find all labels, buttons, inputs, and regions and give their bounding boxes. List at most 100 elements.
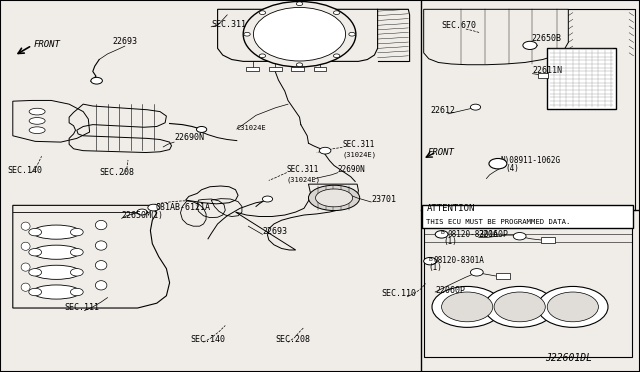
Circle shape	[319, 147, 331, 154]
Circle shape	[538, 286, 608, 327]
Text: 22060P: 22060P	[479, 230, 509, 239]
Bar	[541, 237, 555, 243]
Ellipse shape	[21, 242, 30, 250]
Text: 081AB-6121A: 081AB-6121A	[156, 203, 211, 212]
Ellipse shape	[29, 108, 45, 115]
Ellipse shape	[308, 185, 360, 211]
Text: 22690N: 22690N	[338, 165, 365, 174]
Bar	[547, 48, 616, 109]
Bar	[538, 73, 548, 78]
Text: B: B	[440, 231, 444, 235]
Circle shape	[29, 269, 42, 276]
Text: SEC.311: SEC.311	[342, 140, 375, 149]
Text: C31024E: C31024E	[237, 125, 266, 131]
Circle shape	[513, 232, 526, 240]
Text: J22601DL: J22601DL	[545, 353, 592, 363]
Circle shape	[489, 158, 507, 169]
Circle shape	[70, 248, 83, 256]
Ellipse shape	[21, 263, 30, 271]
Text: SEC.140: SEC.140	[8, 166, 43, 175]
Text: (1): (1)	[444, 237, 458, 246]
Ellipse shape	[95, 220, 107, 230]
Circle shape	[70, 269, 83, 276]
Text: 22693: 22693	[112, 37, 137, 46]
Circle shape	[432, 286, 502, 327]
Circle shape	[296, 63, 303, 67]
Circle shape	[259, 11, 266, 15]
Ellipse shape	[29, 127, 45, 134]
Text: 22690N: 22690N	[174, 133, 204, 142]
Text: 22612: 22612	[430, 106, 455, 115]
Circle shape	[244, 32, 250, 36]
Circle shape	[70, 228, 83, 236]
Bar	[496, 273, 510, 279]
Text: THIS ECU MUST BE PROGRAMMED DATA.: THIS ECU MUST BE PROGRAMMED DATA.	[426, 219, 570, 225]
Bar	[422, 205, 633, 228]
Circle shape	[29, 288, 42, 296]
Ellipse shape	[95, 260, 107, 270]
Circle shape	[333, 11, 340, 15]
Circle shape	[29, 248, 42, 256]
Text: SEC.311: SEC.311	[211, 20, 246, 29]
Text: 22060P: 22060P	[435, 286, 465, 295]
Text: SEC.140: SEC.140	[191, 335, 226, 344]
Bar	[314, 67, 326, 71]
Text: 22611N: 22611N	[532, 66, 563, 75]
Bar	[269, 67, 282, 71]
Circle shape	[148, 204, 159, 211]
Circle shape	[470, 104, 481, 110]
Circle shape	[435, 231, 448, 238]
Ellipse shape	[21, 283, 30, 291]
Text: B: B	[429, 257, 433, 262]
Circle shape	[296, 2, 303, 6]
Circle shape	[424, 257, 436, 265]
Ellipse shape	[29, 118, 45, 124]
Text: 22693: 22693	[262, 227, 287, 236]
Bar	[424, 212, 632, 357]
Text: SEC.110: SEC.110	[381, 289, 417, 298]
Text: SEC.111: SEC.111	[64, 303, 99, 312]
Text: SEC.311: SEC.311	[287, 165, 319, 174]
Text: 23701: 23701	[371, 195, 396, 204]
Circle shape	[259, 54, 266, 58]
Circle shape	[523, 41, 537, 49]
Circle shape	[253, 7, 346, 61]
Text: 22650B: 22650B	[531, 34, 561, 43]
Circle shape	[29, 228, 42, 236]
Ellipse shape	[316, 189, 353, 207]
Text: ATTENTION: ATTENTION	[427, 204, 476, 213]
Circle shape	[91, 77, 102, 84]
Circle shape	[333, 54, 340, 58]
Ellipse shape	[32, 285, 81, 299]
Ellipse shape	[21, 222, 30, 230]
Circle shape	[442, 292, 493, 322]
Text: 22650M: 22650M	[122, 211, 152, 220]
Circle shape	[494, 292, 545, 322]
Text: (4): (4)	[506, 164, 520, 173]
Text: (31024E): (31024E)	[342, 151, 376, 158]
Circle shape	[470, 269, 483, 276]
Text: FRONT: FRONT	[33, 40, 60, 49]
Text: SEC.670: SEC.670	[442, 21, 477, 30]
Bar	[246, 67, 259, 71]
Ellipse shape	[95, 241, 107, 250]
Circle shape	[262, 196, 273, 202]
Circle shape	[349, 32, 355, 36]
Text: 08120-8301A: 08120-8301A	[434, 256, 484, 265]
Text: (1): (1)	[149, 211, 163, 220]
Bar	[291, 67, 304, 71]
Ellipse shape	[32, 265, 81, 279]
Text: N)08911-1062G: N)08911-1062G	[500, 156, 561, 165]
Circle shape	[137, 209, 147, 215]
Text: FRONT: FRONT	[428, 148, 454, 157]
Text: (1): (1)	[429, 263, 443, 272]
Ellipse shape	[32, 225, 81, 239]
Text: (31024E): (31024E)	[287, 177, 321, 183]
Text: SEC.208: SEC.208	[99, 168, 134, 177]
Circle shape	[196, 126, 207, 132]
Circle shape	[243, 1, 356, 67]
Circle shape	[70, 288, 83, 296]
Ellipse shape	[32, 245, 81, 259]
Circle shape	[484, 286, 555, 327]
Ellipse shape	[95, 280, 107, 290]
